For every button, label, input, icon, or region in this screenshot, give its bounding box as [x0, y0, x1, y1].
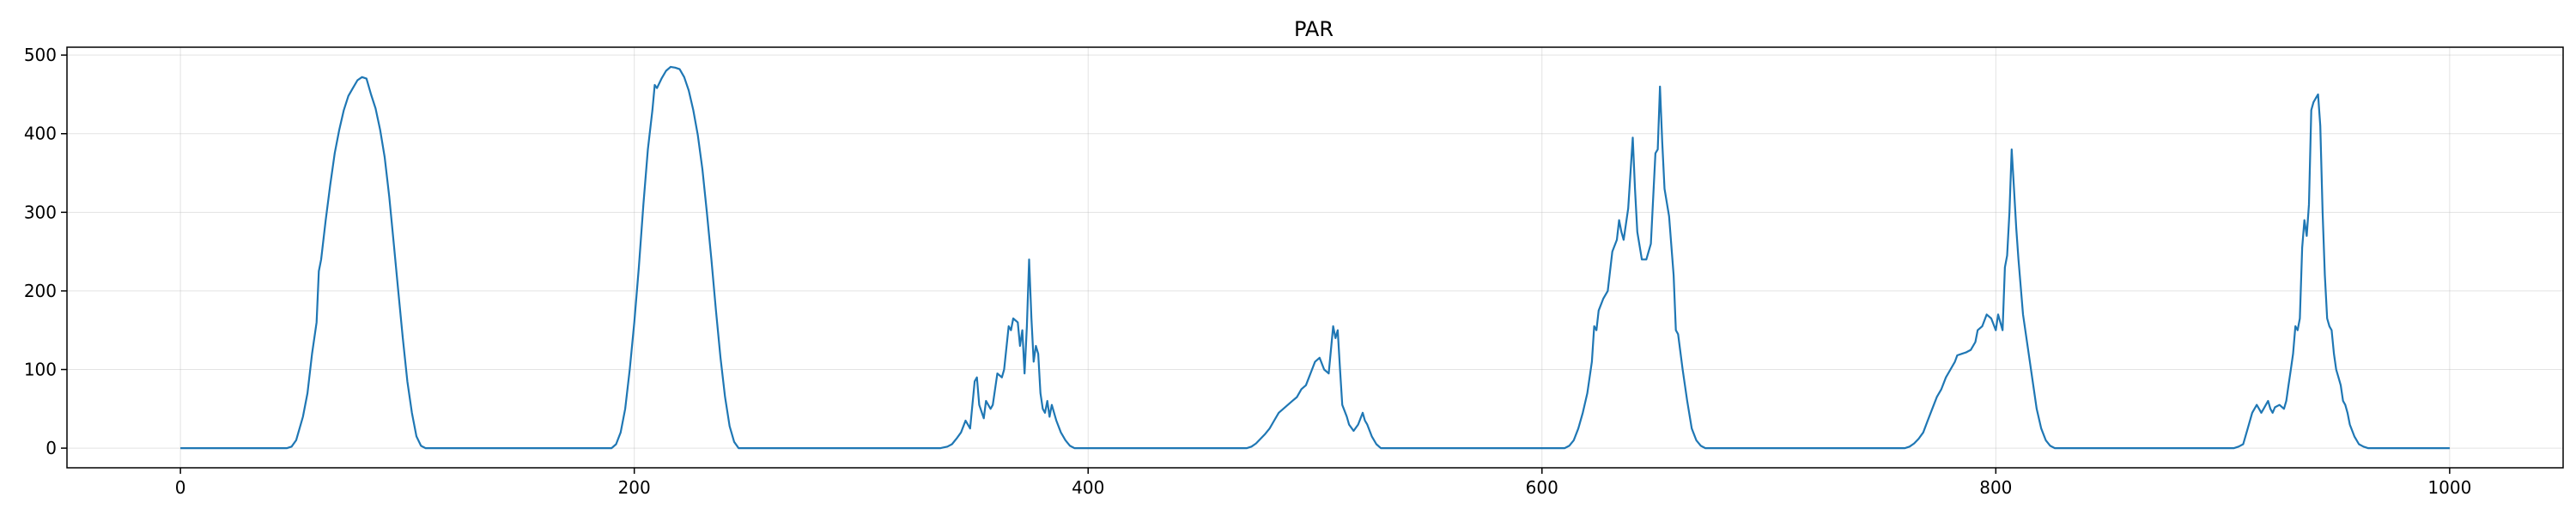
y-tick-label: 500 [24, 45, 57, 65]
plot-frame [66, 46, 2564, 469]
y-tick-label: 200 [24, 281, 57, 301]
y-tick-label: 300 [24, 202, 57, 222]
x-axis: 0 200 400 600 800 1000 [175, 468, 2471, 498]
par-series-line [180, 65, 2450, 450]
grid [67, 47, 2563, 468]
y-tick-label: 0 [46, 438, 57, 458]
y-tick-label: 100 [24, 360, 57, 380]
x-tick-label: 200 [618, 477, 651, 498]
y-tick-label: 400 [24, 124, 57, 144]
x-tick-label: 0 [175, 477, 186, 498]
y-axis: 0 100 200 300 400 500 [24, 45, 67, 458]
x-tick-label: 1000 [2427, 477, 2471, 498]
x-tick-label: 600 [1526, 477, 1558, 498]
chart-title: PAR [1294, 17, 1334, 41]
x-tick-label: 400 [1072, 477, 1104, 498]
series-group [180, 65, 2450, 450]
x-tick-label: 800 [1979, 477, 2012, 498]
